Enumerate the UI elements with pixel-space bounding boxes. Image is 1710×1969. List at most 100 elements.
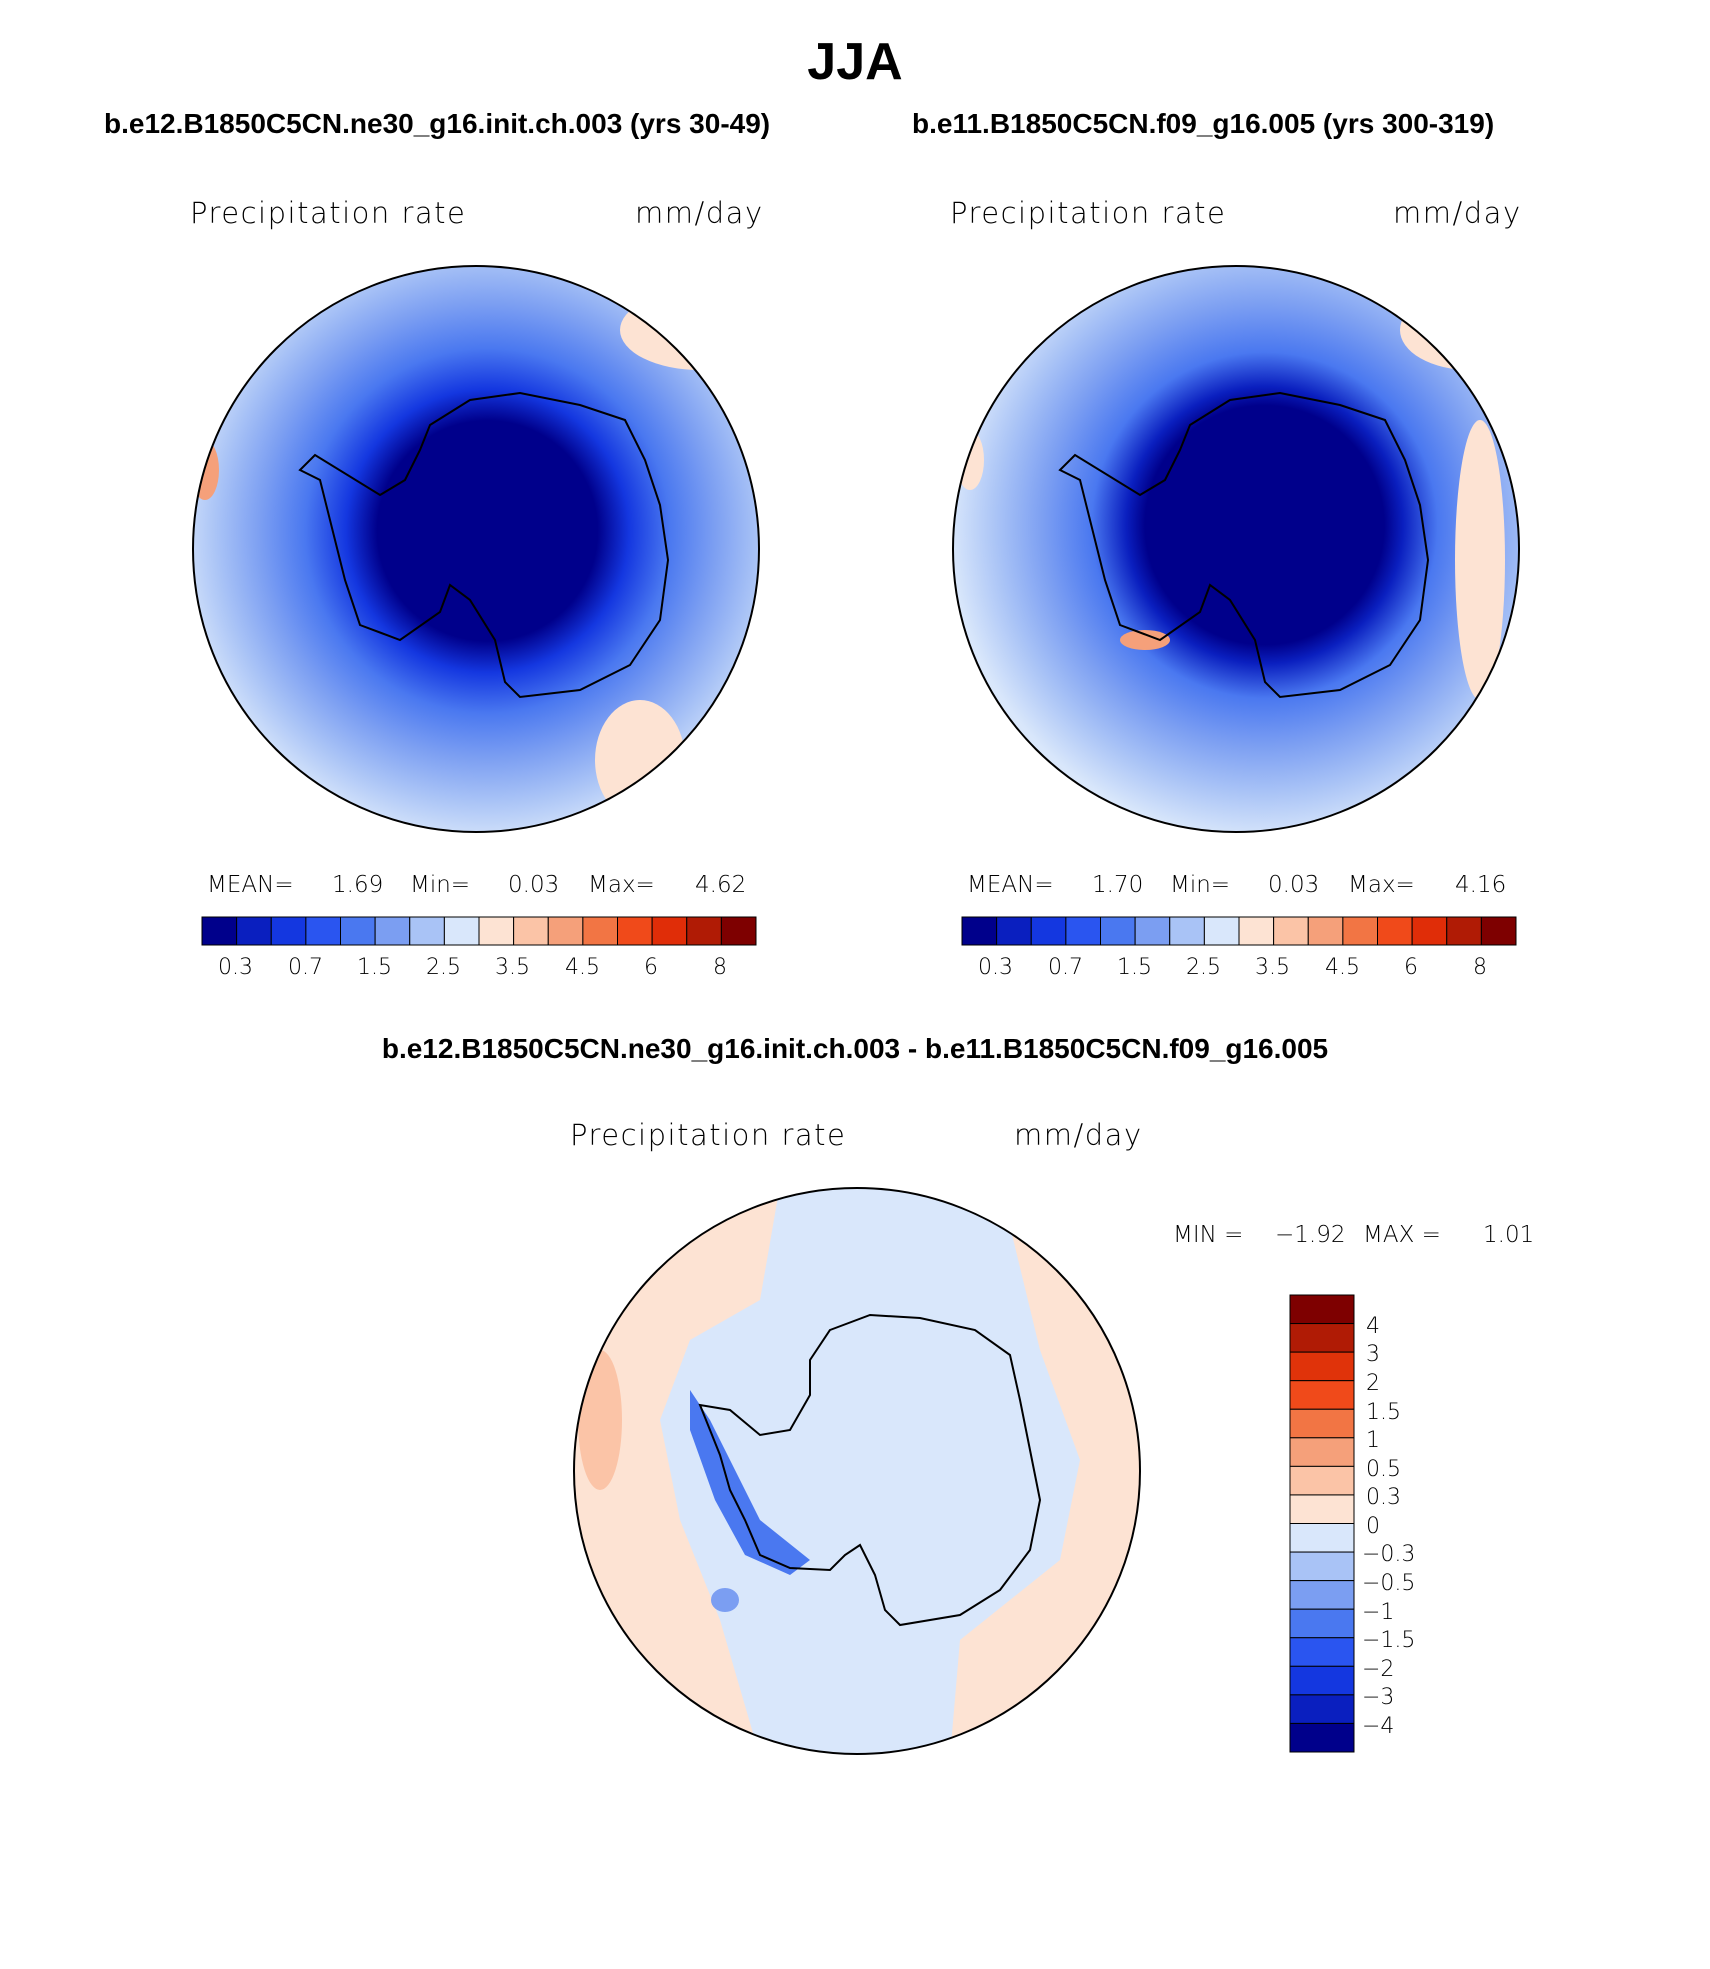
- colorbar-swatch: [1289, 1437, 1355, 1467]
- panel-2-mean-label: MEAN=: [967, 872, 1054, 898]
- colorbar-swatch: [1289, 1722, 1355, 1753]
- panel-1-variable-label: Precipitation rate: [190, 196, 467, 230]
- colorbar-tick-label: 6: [1404, 955, 1418, 980]
- panel-1-max-label: Max=: [588, 872, 655, 898]
- colorbar-swatch: [996, 916, 1032, 946]
- diff-positive-region: [574, 1188, 780, 1754]
- colorbar-swatch: [1289, 1408, 1355, 1439]
- panel-2-positive-region: [1120, 630, 1170, 650]
- colorbar-swatch: [582, 916, 618, 946]
- diff-positive-region: [578, 1350, 622, 1490]
- colorbar-tick-label: 1.5: [1117, 955, 1152, 980]
- colorbar-swatch: [1289, 1323, 1355, 1353]
- colorbar-tick-label: 0.7: [1048, 955, 1083, 980]
- colorbar-swatch: [1134, 916, 1171, 946]
- panel-1-min-label: Min=: [410, 872, 471, 898]
- colorbar-swatch: [236, 916, 272, 946]
- colorbar-swatch: [1065, 916, 1101, 946]
- panel-2-colorbar: [961, 916, 1517, 946]
- colorbar-swatch: [1100, 916, 1136, 946]
- panel-2-polar-map: [953, 266, 1519, 832]
- panel-2-positive-region: [1455, 420, 1505, 700]
- colorbar-tick-label: 1: [1366, 1428, 1380, 1453]
- panel-1-polar-map: [193, 266, 759, 832]
- panel-1-antarctica-coastline: [298, 391, 670, 699]
- colorbar-swatch: [1411, 916, 1448, 946]
- panel-2-antarctica-coastline: [1058, 391, 1430, 699]
- colorbar-swatch: [1289, 1494, 1355, 1524]
- panel-1-colorbar: [201, 916, 757, 946]
- colorbar-swatch: [305, 916, 341, 946]
- colorbar-swatch: [443, 916, 480, 946]
- diff-map-border: [573, 1187, 1141, 1755]
- colorbar-swatch: [374, 916, 411, 946]
- diff-units-label: mm/day: [1014, 1118, 1143, 1152]
- panel-2-min-label: Min=: [1170, 872, 1231, 898]
- colorbar-swatch: [1289, 1608, 1355, 1639]
- colorbar-swatch: [1289, 1294, 1355, 1325]
- colorbar-tick-label: −0.5: [1362, 1571, 1416, 1596]
- colorbar-swatch: [201, 916, 238, 946]
- panel-1-max-value: 4.62: [695, 872, 747, 898]
- colorbar-tick-label: 1.5: [357, 955, 392, 980]
- colorbar-tick-label: 4: [1366, 1314, 1380, 1339]
- colorbar-swatch: [1289, 1380, 1355, 1410]
- diff-variable-label: Precipitation rate: [570, 1118, 847, 1152]
- colorbar-swatch: [1203, 916, 1240, 946]
- colorbar-swatch: [1030, 916, 1067, 946]
- colorbar-tick-label: 3: [1366, 1342, 1380, 1367]
- colorbar-swatch: [1289, 1465, 1355, 1496]
- colorbar-swatch: [1289, 1694, 1355, 1724]
- colorbar-tick-label: −1: [1362, 1600, 1395, 1625]
- colorbar-swatch: [1342, 916, 1378, 946]
- colorbar-swatch: [270, 916, 307, 946]
- panel-1-units-label: mm/day: [635, 196, 764, 230]
- panel-2-min-value: 0.03: [1268, 872, 1320, 898]
- colorbar-tick-label: 0: [1366, 1514, 1380, 1539]
- colorbar-tick-label: 3.5: [495, 955, 530, 980]
- colorbar-swatch: [720, 916, 757, 946]
- panel-2-max-label: Max=: [1348, 872, 1415, 898]
- colorbar-tick-label: 8: [713, 955, 727, 980]
- panel-2-max-value: 4.16: [1455, 872, 1507, 898]
- colorbar-tick-label: 2.5: [1186, 955, 1221, 980]
- colorbar-swatch: [1289, 1665, 1355, 1696]
- diff-max-label: MAX =: [1363, 1222, 1441, 1248]
- diff-antarctica-coastline: [698, 1313, 1042, 1627]
- panel-2-case-title: b.e11.B1850C5CN.f09_g16.005 (yrs 300-319…: [912, 108, 1495, 139]
- colorbar-tick-label: 3.5: [1255, 955, 1290, 980]
- colorbar-tick-label: 0.3: [978, 955, 1013, 980]
- colorbar-swatch: [1480, 916, 1517, 946]
- colorbar-swatch: [1446, 916, 1482, 946]
- panel-2-positive-region: [1400, 290, 1519, 370]
- colorbar-swatch: [513, 916, 549, 946]
- panel-1-mean-label: MEAN=: [207, 872, 294, 898]
- colorbar-tick-label: −2: [1362, 1657, 1395, 1682]
- figure-title: JJA: [807, 33, 903, 91]
- colorbar-swatch: [1289, 1580, 1355, 1610]
- colorbar-tick-label: 0.3: [1366, 1485, 1401, 1510]
- colorbar-swatch: [1273, 916, 1309, 946]
- colorbar-swatch: [547, 916, 584, 946]
- colorbar-swatch: [1289, 1551, 1355, 1582]
- colorbar-tick-label: −4: [1362, 1714, 1395, 1739]
- panel-2-units-label: mm/day: [1393, 196, 1522, 230]
- colorbar-tick-label: 6: [644, 955, 658, 980]
- colorbar-swatch: [1289, 1351, 1355, 1382]
- colorbar-tick-label: 4.5: [565, 955, 600, 980]
- panel-1-positive-region: [595, 700, 685, 820]
- colorbar-tick-label: 1.5: [1366, 1400, 1401, 1425]
- colorbar-swatch: [1289, 1523, 1355, 1553]
- colorbar-swatch: [340, 916, 376, 946]
- diff-polar-map: [574, 1188, 1140, 1754]
- diff-positive-region: [950, 1188, 1140, 1754]
- panel-1-mean-value: 1.69: [332, 872, 384, 898]
- colorbar-tick-label: 0.5: [1366, 1457, 1401, 1482]
- colorbar-swatch: [409, 916, 445, 946]
- colorbar-swatch: [1169, 916, 1205, 946]
- colorbar-swatch: [686, 916, 722, 946]
- colorbar-swatch: [1377, 916, 1413, 946]
- colorbar-swatch: [1289, 1637, 1355, 1667]
- panel-2-positive-region: [956, 430, 984, 490]
